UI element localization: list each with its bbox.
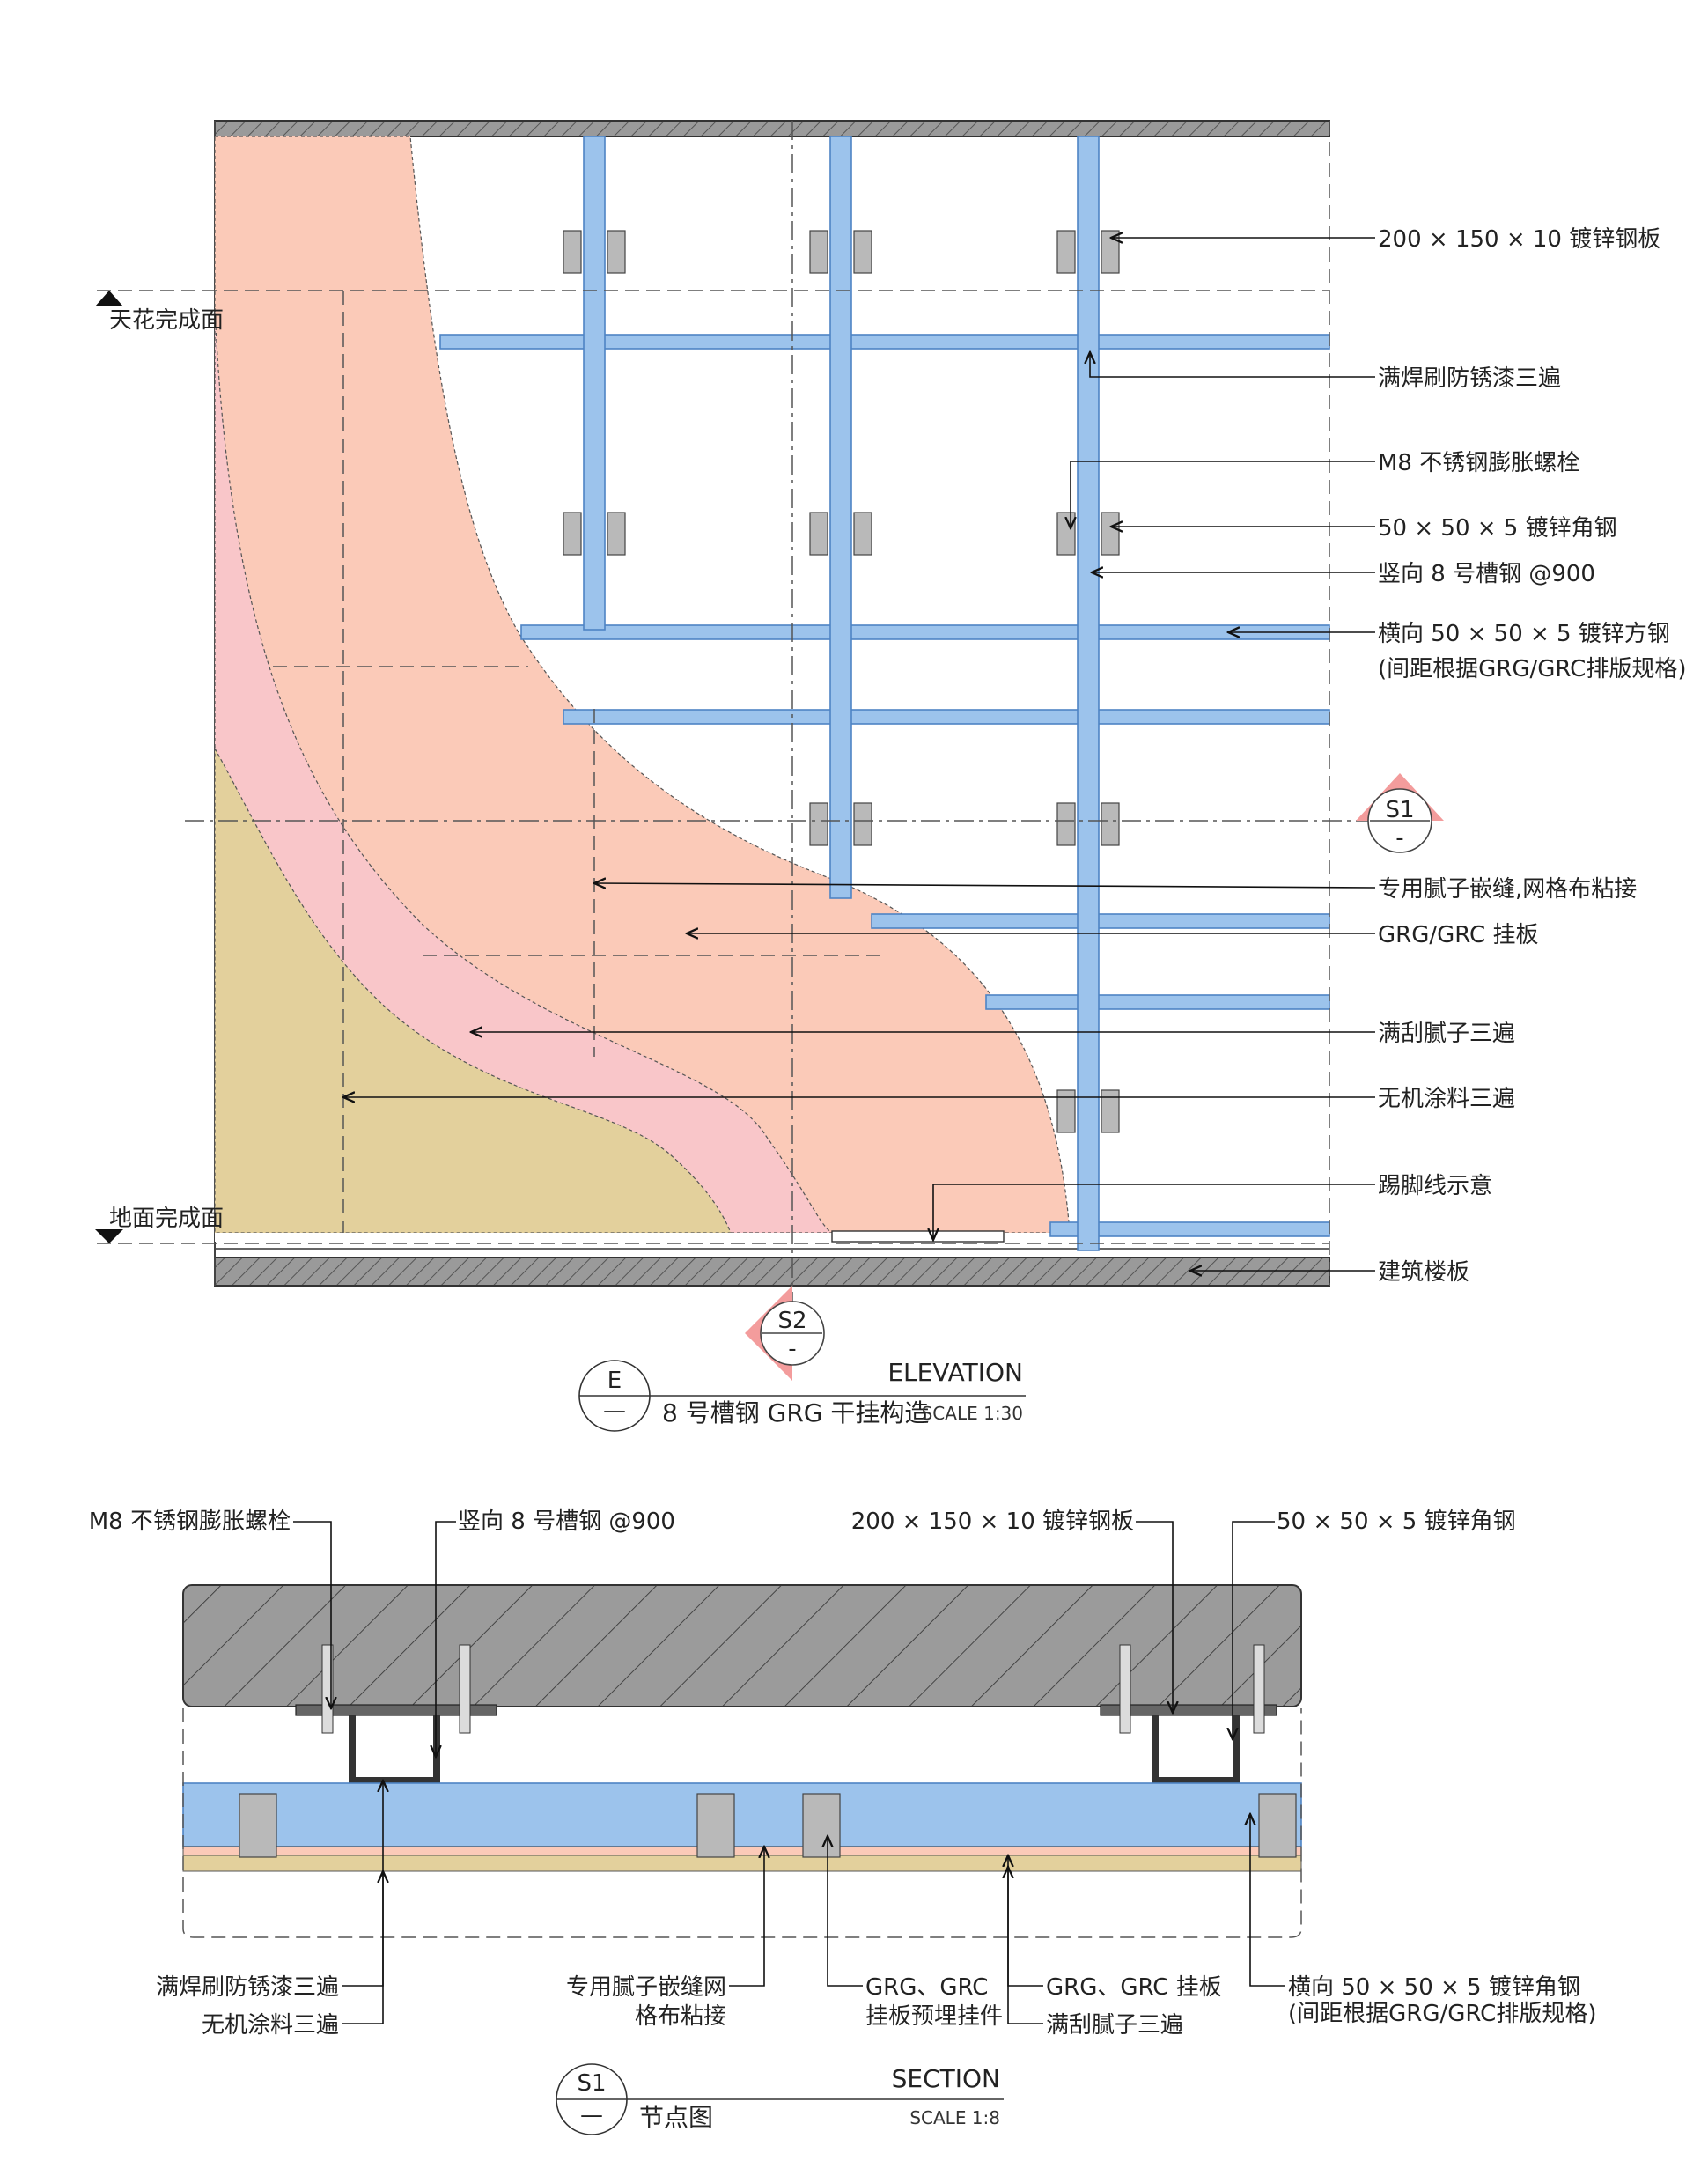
section-steel-band bbox=[182, 1782, 1302, 1847]
ceiling-level-label: 天花完成面 bbox=[109, 307, 224, 334]
callout-joint: 专用腻子嵌缝,网格布粘接 bbox=[1378, 876, 1637, 903]
ceiling-slab bbox=[214, 120, 1330, 137]
section-callout-plate: 200 × 150 × 10 镀锌钢板 bbox=[851, 1508, 1134, 1535]
section-marker-s1: S1 - bbox=[1356, 773, 1444, 853]
section-callout-angle-1: 横向 50 × 50 × 5 镀锌角钢 bbox=[1288, 1974, 1580, 2001]
callout-tube-spacing: (间距根据GRG/GRC排版规格) bbox=[1378, 656, 1686, 682]
section-callout-weld: 满焊刷防锈漆三遍 bbox=[156, 1974, 339, 2001]
elevation-view: 天花完成面 地面完成面 S1 - S2 - bbox=[95, 120, 1686, 1432]
elevation-scale: SCALE 1:30 bbox=[922, 1403, 1023, 1424]
section-callout-angle-2: (间距根据GRG/GRC排版规格) bbox=[1288, 2001, 1596, 2027]
callout-paint: 无机涂料三遍 bbox=[1378, 1086, 1515, 1112]
callout-bolt: M8 不锈钢膨胀螺栓 bbox=[1378, 450, 1579, 476]
section-bottom-leaders bbox=[342, 1781, 1285, 2024]
callout-angle: 50 × 50 × 5 镀锌角钢 bbox=[1378, 515, 1617, 542]
floor-slab bbox=[214, 1257, 1330, 1287]
section-callout-fitting-1: GRG、GRC bbox=[865, 1974, 988, 2001]
section-paint-layer bbox=[182, 1855, 1302, 1872]
section-anchors bbox=[295, 1644, 1277, 1784]
elevation-callouts: 200 × 150 × 10 镀锌钢板 满焊刷防锈漆三遍 M8 不锈钢膨胀螺栓 … bbox=[1378, 226, 1686, 1286]
section-view: M8 不锈钢膨胀螺栓 竖向 8 号槽钢 @900 200 × 150 × 10 … bbox=[89, 1508, 1597, 2135]
paint-layer bbox=[214, 746, 732, 1234]
angle-brackets bbox=[563, 230, 1120, 1133]
s2-id: S2 bbox=[777, 1308, 806, 1334]
section-callout-channel: 竖向 8 号槽钢 @900 bbox=[458, 1508, 675, 1535]
section-callout-putty: 满刮腻子三遍 bbox=[1046, 2012, 1183, 2039]
elevation-ref-sheet: — bbox=[603, 1398, 626, 1424]
ceiling-level-marker: 天花完成面 bbox=[95, 291, 224, 334]
callout-putty: 满刮腻子三遍 bbox=[1378, 1021, 1515, 1047]
section-callout-fitting-2: 挂板预埋挂件 bbox=[865, 2003, 1003, 2030]
callout-panel: GRG/GRC 挂板 bbox=[1378, 922, 1538, 948]
section-top-leaders bbox=[293, 1521, 1275, 1757]
section-kind: SECTION bbox=[892, 2064, 1000, 2093]
floor-level-label: 地面完成面 bbox=[109, 1206, 224, 1232]
section-callout-paint: 无机涂料三遍 bbox=[202, 2012, 339, 2039]
section-fittings bbox=[239, 1793, 1297, 1858]
callout-floor-slab: 建筑楼板 bbox=[1378, 1259, 1469, 1286]
section-concrete-wall bbox=[182, 1584, 1302, 1707]
section-name: 节点图 bbox=[639, 2103, 713, 2132]
section-callout-panel: GRG、GRC 挂板 bbox=[1046, 1974, 1222, 2001]
vertical-steel-channels bbox=[583, 136, 1100, 1251]
elevation-ref-id: E bbox=[607, 1368, 622, 1394]
section-callout-joint-2: 格布粘接 bbox=[635, 2003, 726, 2030]
s1-id: S1 bbox=[1385, 797, 1414, 823]
section-callout-angle: 50 × 50 × 5 镀锌角钢 bbox=[1277, 1508, 1516, 1535]
callout-steel-plate: 200 × 150 × 10 镀锌钢板 bbox=[1378, 226, 1660, 253]
section-bottom-callouts: 满焊刷防锈漆三遍 无机涂料三遍 专用腻子嵌缝网 格布粘接 GRG、GRC 挂板预… bbox=[156, 1974, 1597, 2039]
section-top-callouts: M8 不锈钢膨胀螺栓 竖向 8 号槽钢 @900 200 × 150 × 10 … bbox=[89, 1508, 1516, 1535]
section-ref-id: S1 bbox=[577, 2070, 606, 2097]
s2-sheet: - bbox=[788, 1336, 796, 1362]
callout-channel: 竖向 8 号槽钢 @900 bbox=[1378, 561, 1595, 587]
elevation-name: 8 号槽钢 GRG 干挂构造 bbox=[662, 1398, 929, 1427]
section-callout-bolt: M8 不锈钢膨胀螺栓 bbox=[89, 1508, 291, 1535]
floor-level-marker: 地面完成面 bbox=[95, 1206, 224, 1243]
callout-weld: 满焊刷防锈漆三遍 bbox=[1378, 365, 1561, 392]
section-callout-joint-1: 专用腻子嵌缝网 bbox=[566, 1974, 726, 2001]
callout-tube: 横向 50 × 50 × 5 镀锌方钢 bbox=[1378, 621, 1670, 647]
section-grg-panel bbox=[182, 1846, 1302, 1856]
section-marker-s2: S2 - bbox=[745, 1286, 825, 1381]
elevation-leaders bbox=[343, 238, 1376, 1271]
section-title-block: S1 — SECTION 节点图 SCALE 1:8 bbox=[556, 2063, 1004, 2135]
callout-skirting: 踢脚线示意 bbox=[1378, 1173, 1492, 1199]
section-scale: SCALE 1:8 bbox=[909, 2107, 1000, 2128]
elevation-title-block: E — ELEVATION 8 号槽钢 GRG 干挂构造 SCALE 1:30 bbox=[578, 1358, 1026, 1432]
s1-sheet: - bbox=[1395, 825, 1403, 852]
section-ref-sheet: — bbox=[580, 2102, 603, 2128]
elevation-kind: ELEVATION bbox=[887, 1358, 1023, 1387]
